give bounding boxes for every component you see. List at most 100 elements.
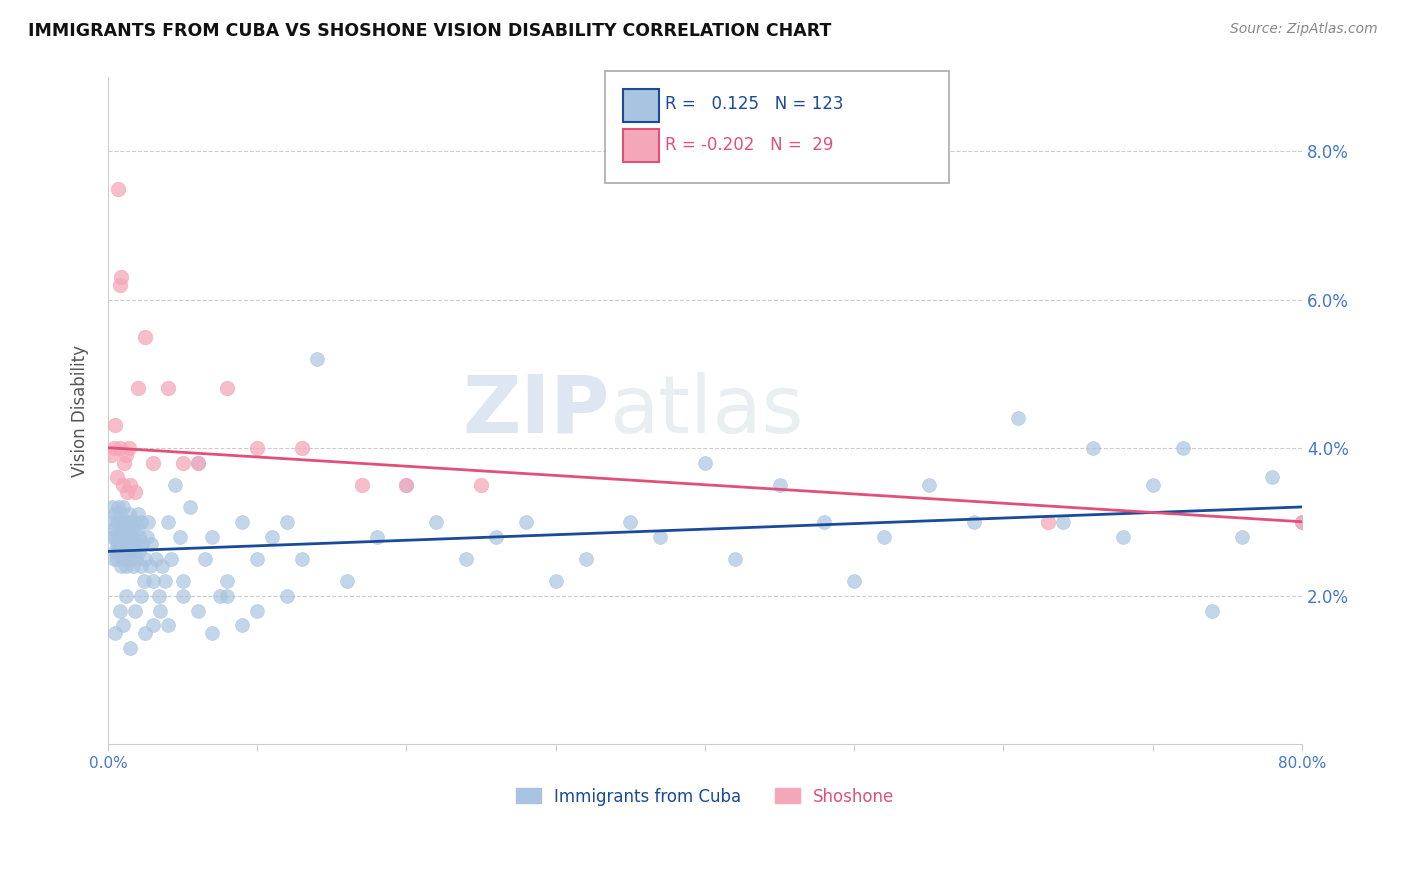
Point	[724, 551, 747, 566]
Point	[104, 625, 127, 640]
Point	[873, 530, 896, 544]
Point	[117, 485, 139, 500]
Point	[111, 618, 134, 632]
Point	[1142, 477, 1164, 491]
Point	[470, 477, 492, 491]
Point	[217, 381, 239, 395]
Point	[105, 551, 128, 566]
Point	[115, 515, 138, 529]
Point	[186, 604, 208, 618]
Point	[1081, 441, 1104, 455]
Point	[132, 574, 155, 588]
Point	[336, 574, 359, 588]
Point	[128, 544, 150, 558]
Point	[110, 530, 132, 544]
Point	[111, 522, 134, 536]
Point	[107, 181, 129, 195]
Point	[159, 551, 181, 566]
Point	[246, 441, 269, 455]
Point	[1052, 515, 1074, 529]
Point	[395, 477, 418, 491]
Point	[124, 485, 146, 500]
Point	[350, 477, 373, 491]
Point	[201, 530, 224, 544]
Point	[231, 515, 253, 529]
Point	[1007, 411, 1029, 425]
Point	[134, 625, 156, 640]
Point	[844, 574, 866, 588]
Point	[231, 618, 253, 632]
Point	[395, 477, 418, 491]
Point	[108, 537, 131, 551]
Point	[149, 604, 172, 618]
Legend: Immigrants from Cuba, Shoshone: Immigrants from Cuba, Shoshone	[509, 780, 901, 813]
Point	[103, 551, 125, 566]
Point	[186, 456, 208, 470]
Point	[110, 559, 132, 574]
Point	[139, 559, 162, 574]
Point	[120, 551, 142, 566]
Point	[544, 574, 567, 588]
Point	[217, 574, 239, 588]
Point	[100, 515, 122, 529]
Point	[111, 477, 134, 491]
Point	[129, 589, 152, 603]
Point	[768, 477, 790, 491]
Point	[515, 515, 537, 529]
Y-axis label: Vision Disability: Vision Disability	[72, 344, 89, 476]
Point	[142, 456, 165, 470]
Point	[118, 441, 141, 455]
Point	[165, 477, 187, 491]
Point	[115, 559, 138, 574]
Text: R = -0.202   N =  29: R = -0.202 N = 29	[665, 136, 834, 153]
Point	[107, 544, 129, 558]
Point	[485, 530, 508, 544]
Point	[425, 515, 447, 529]
Point	[201, 625, 224, 640]
Point	[148, 589, 170, 603]
Point	[118, 508, 141, 522]
Point	[112, 551, 135, 566]
Point	[650, 530, 672, 544]
Point	[124, 515, 146, 529]
Text: ZIP: ZIP	[463, 372, 609, 450]
Point	[108, 277, 131, 292]
Point	[117, 522, 139, 536]
Point	[111, 500, 134, 514]
Point	[142, 574, 165, 588]
Point	[291, 551, 314, 566]
Point	[1291, 515, 1313, 529]
Point	[101, 530, 124, 544]
Point	[128, 530, 150, 544]
Point	[120, 477, 142, 491]
Point	[112, 537, 135, 551]
Point	[122, 530, 145, 544]
Point	[108, 522, 131, 536]
Point	[217, 589, 239, 603]
Point	[186, 456, 208, 470]
Point	[246, 551, 269, 566]
Point	[134, 551, 156, 566]
Point	[129, 515, 152, 529]
Point	[107, 530, 129, 544]
Point	[134, 329, 156, 343]
Point	[115, 448, 138, 462]
Point	[194, 551, 217, 566]
Point	[124, 544, 146, 558]
Point	[305, 351, 328, 366]
Point	[111, 544, 134, 558]
Point	[104, 418, 127, 433]
Point	[103, 441, 125, 455]
Text: Source: ZipAtlas.com: Source: ZipAtlas.com	[1230, 22, 1378, 37]
Point	[120, 640, 142, 655]
Point	[105, 537, 128, 551]
Point	[208, 589, 231, 603]
Point	[104, 544, 127, 558]
Point	[1112, 530, 1135, 544]
Point	[101, 500, 124, 514]
Point	[246, 604, 269, 618]
Text: R =   0.125   N = 123: R = 0.125 N = 123	[665, 95, 844, 113]
Point	[456, 551, 478, 566]
Point	[156, 618, 179, 632]
Point	[103, 522, 125, 536]
